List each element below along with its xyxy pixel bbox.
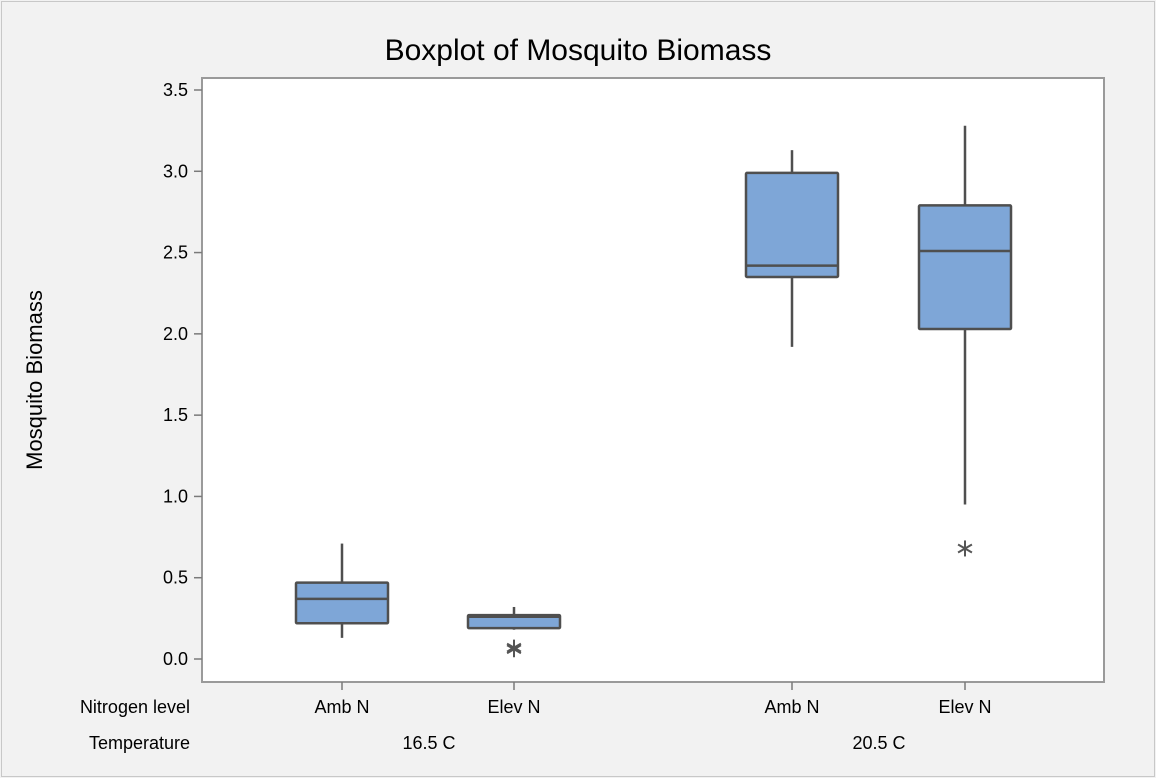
x-tick-label-nitrogen: Elev N (938, 697, 991, 717)
row-header-temperature: Temperature (89, 733, 190, 753)
y-tick-label: 0.5 (163, 568, 188, 588)
y-tick-label: 2.0 (163, 324, 188, 344)
x-tick-label-nitrogen: Amb N (764, 697, 819, 717)
box-iqr (294, 581, 390, 625)
box-iqr (744, 171, 840, 279)
row-header-nitrogen: Nitrogen level (80, 697, 190, 717)
y-tick-label: 2.5 (163, 243, 188, 263)
y-tick-label: 1.5 (163, 405, 188, 425)
chart-title: Boxplot of Mosquito Biomass (385, 34, 772, 67)
outlier-point (957, 540, 973, 557)
outlier-point (506, 639, 522, 656)
y-tick-label: 0.0 (163, 649, 188, 669)
x-tick-label-nitrogen: Elev N (487, 697, 540, 717)
box-elev-n-20-5-c (917, 125, 1013, 557)
y-axis-label: Mosquito Biomass (22, 290, 47, 470)
box-iqr (466, 613, 562, 630)
plot-area (201, 77, 1105, 683)
box-iqr (917, 204, 1013, 331)
box-amb-n-20-5-c (744, 150, 840, 347)
x-axis-labels: Amb N Elev N Amb N Elev N 16.5 C 20.5 C (314, 682, 992, 753)
box-amb-n-16-5-c (294, 543, 390, 638)
y-tick-label: 3.0 (163, 161, 188, 181)
box-elev-n-16-5-c (466, 606, 562, 658)
outlier-stroke (957, 543, 973, 554)
y-axis: 0.0 0.5 1.0 1.5 2.0 2.5 3.0 3.5 (163, 80, 202, 669)
y-tick-label: 1.0 (163, 486, 188, 506)
y-tick-label: 3.5 (163, 80, 188, 100)
x-group-label-temperature: 16.5 C (402, 733, 455, 753)
outlier-stroke (506, 642, 522, 653)
x-tick-label-nitrogen: Amb N (314, 697, 369, 717)
box-series (294, 125, 1013, 658)
x-group-label-temperature: 20.5 C (852, 733, 905, 753)
